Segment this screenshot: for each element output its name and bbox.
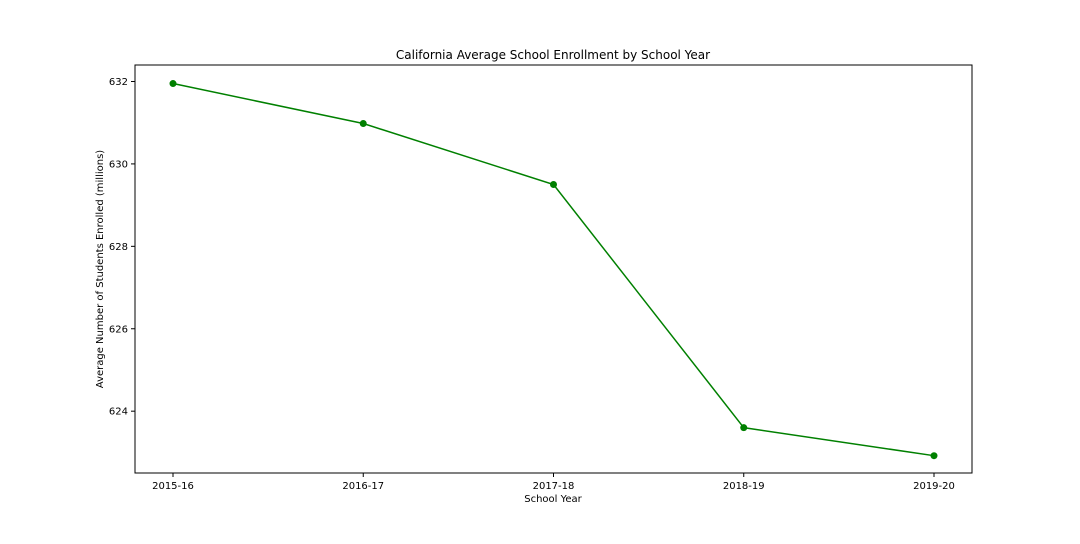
x-tick-label: 2016-17 bbox=[342, 481, 384, 492]
data-point bbox=[359, 120, 367, 128]
y-axis-label: Average Number of Students Enrolled (mil… bbox=[95, 150, 106, 388]
data-point bbox=[930, 452, 938, 460]
y-axis-ticks: 624 626 628 630 632 bbox=[109, 77, 135, 418]
chart-title: California Average School Enrollment by … bbox=[396, 48, 710, 62]
x-tick-label: 2015-16 bbox=[152, 481, 194, 492]
y-tick-label: 630 bbox=[109, 159, 128, 170]
data-point bbox=[740, 424, 748, 432]
x-tick-label: 2019-20 bbox=[913, 481, 955, 492]
y-tick-label: 626 bbox=[109, 324, 128, 335]
plot-frame bbox=[134, 64, 973, 474]
x-axis-ticks: 2015-16 2016-17 2017-18 2018-19 2019-20 bbox=[152, 473, 955, 492]
x-tick-label: 2017-18 bbox=[533, 481, 575, 492]
series-line bbox=[172, 82, 935, 457]
x-axis-label: School Year bbox=[524, 494, 582, 505]
data-point bbox=[550, 181, 557, 189]
x-tick-label: 2018-19 bbox=[723, 481, 765, 492]
y-tick-label: 624 bbox=[109, 407, 128, 418]
y-tick-label: 632 bbox=[109, 77, 128, 88]
y-tick-label: 628 bbox=[109, 242, 128, 253]
series-layer bbox=[169, 80, 938, 460]
data-point bbox=[169, 80, 177, 88]
